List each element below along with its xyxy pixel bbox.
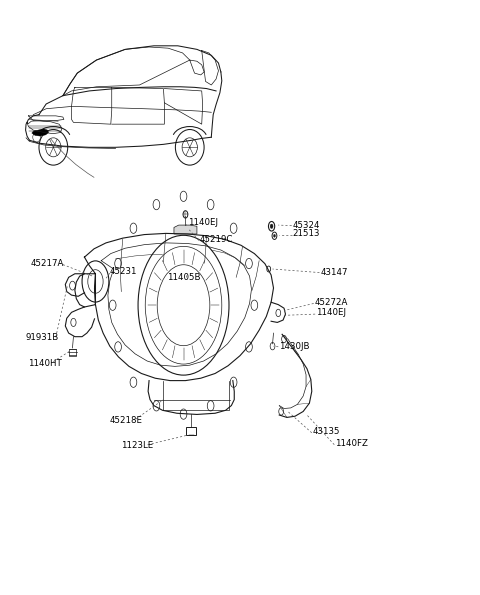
- Text: 1140HT: 1140HT: [28, 359, 62, 368]
- Ellipse shape: [274, 234, 276, 237]
- Text: 45324: 45324: [293, 221, 320, 230]
- Text: 45217A: 45217A: [30, 259, 64, 268]
- Text: 1123LE: 1123LE: [121, 441, 154, 450]
- Text: 45231: 45231: [110, 267, 137, 276]
- Text: 43135: 43135: [313, 427, 340, 436]
- Text: 45272A: 45272A: [314, 298, 348, 307]
- Ellipse shape: [270, 224, 273, 228]
- Text: 1140FZ: 1140FZ: [335, 439, 368, 448]
- Text: 21513: 21513: [293, 230, 320, 239]
- Polygon shape: [174, 225, 197, 234]
- Polygon shape: [32, 129, 48, 136]
- Text: 43147: 43147: [321, 268, 348, 277]
- Text: 91931B: 91931B: [25, 333, 59, 342]
- Text: 1140EJ: 1140EJ: [316, 308, 346, 318]
- Text: 45218E: 45218E: [110, 416, 143, 425]
- Text: 45219C: 45219C: [199, 236, 233, 245]
- Text: 1430JB: 1430JB: [279, 342, 310, 350]
- Text: 1140EJ: 1140EJ: [188, 218, 218, 227]
- Text: 11405B: 11405B: [167, 273, 201, 282]
